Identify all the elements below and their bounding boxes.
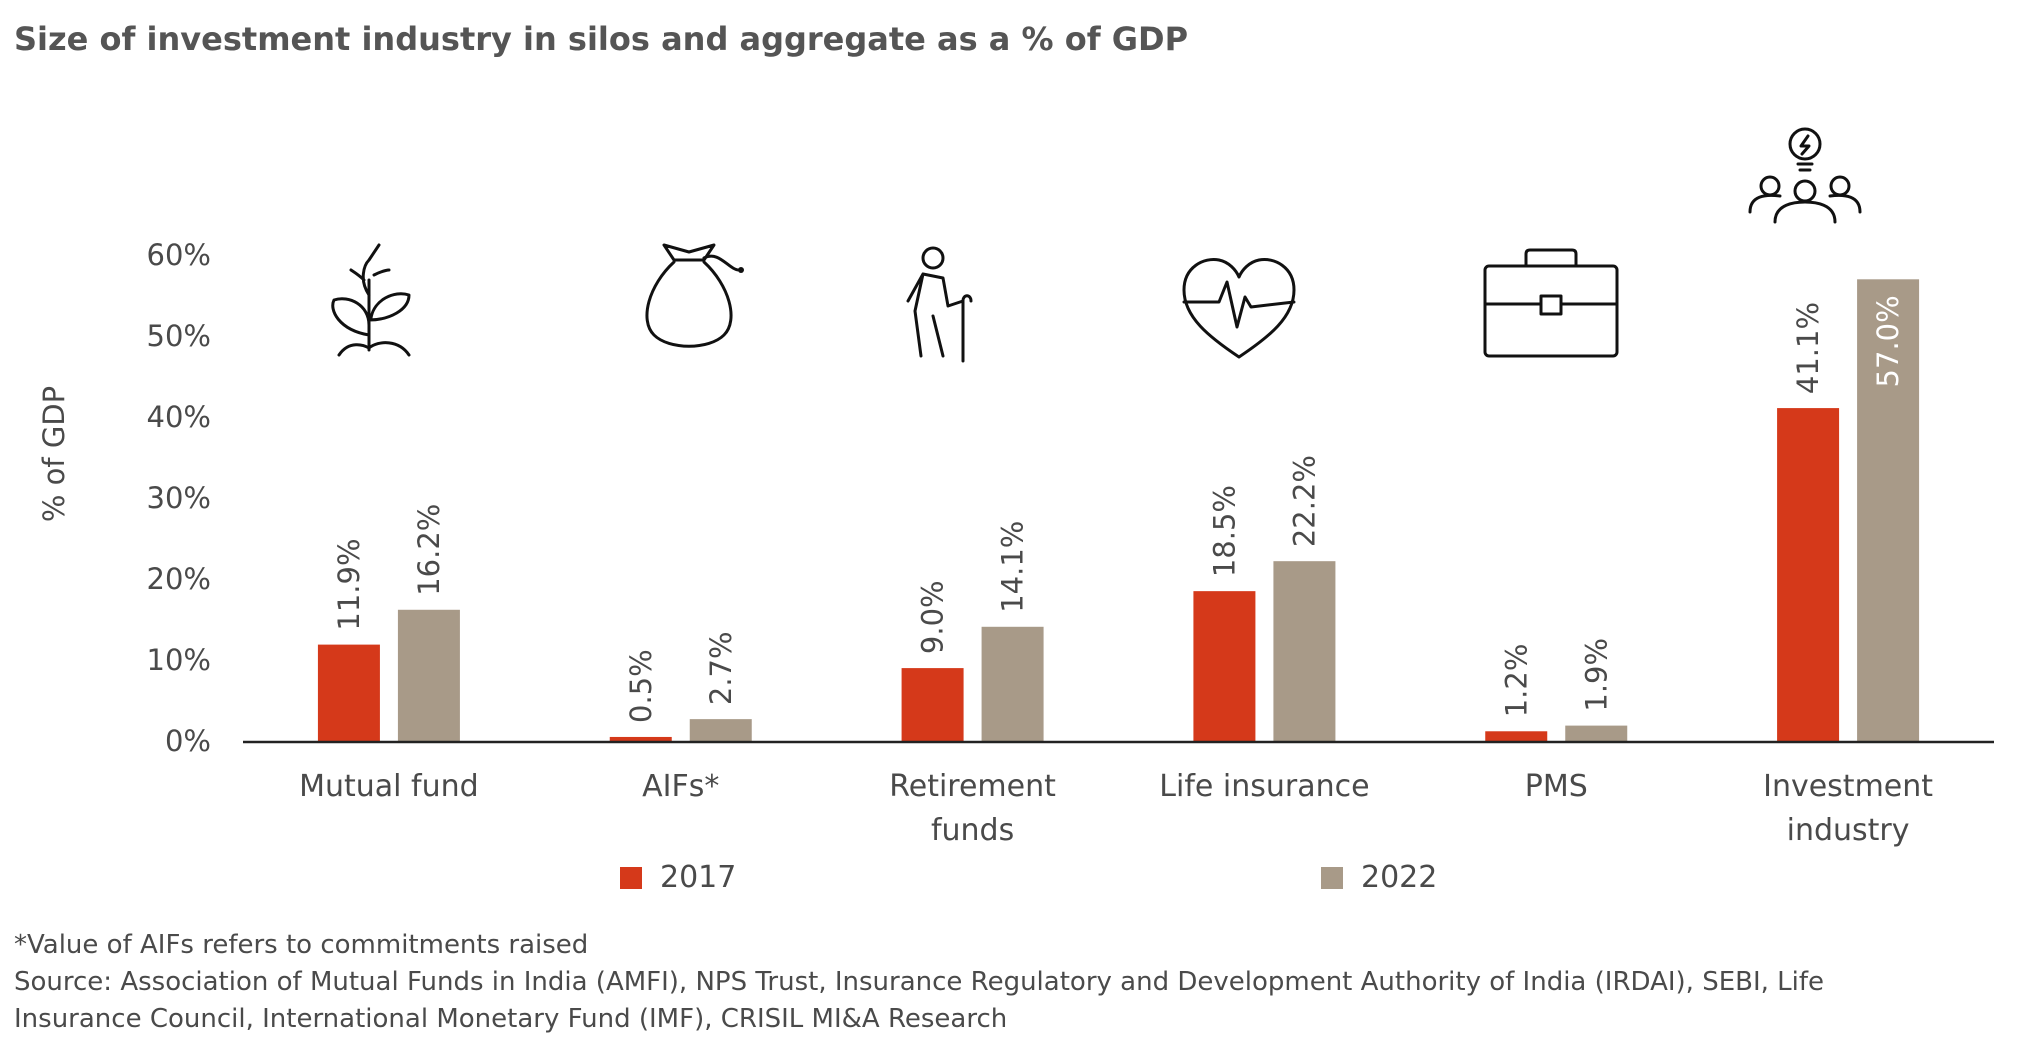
bar-2022 <box>1565 725 1628 741</box>
data-label-2022: 2.7% <box>704 631 738 705</box>
data-label-2022: 1.9% <box>1579 638 1613 712</box>
x-tick-label: AIFs* <box>642 769 719 804</box>
chart-title: Size of investment industry in silos and… <box>14 20 1189 58</box>
y-tick-label: 30% <box>147 481 211 515</box>
people-idea-icon <box>1748 127 1862 224</box>
elderly-person-icon <box>906 246 973 363</box>
y-tick-label: 60% <box>147 238 211 272</box>
bar-2022 <box>981 626 1044 741</box>
data-label-2017: 18.5% <box>1207 485 1241 577</box>
data-label-2017: 9.0% <box>916 580 950 654</box>
footnote-source-2: Insurance Council, International Monetar… <box>14 1004 1008 1034</box>
bar-2017 <box>317 644 380 741</box>
x-tick-label: Life insurance <box>1159 769 1369 804</box>
data-label-2022: 16.2% <box>412 504 446 596</box>
legend-swatch-2017 <box>620 866 642 889</box>
y-tick-label: 0% <box>165 724 211 758</box>
data-label-2017: 0.5% <box>624 649 658 723</box>
y-tick-label: 10% <box>147 643 211 677</box>
x-tick-label: Mutual fund <box>299 769 479 804</box>
y-tick-label: 20% <box>147 562 211 596</box>
data-label-2017: 1.2% <box>1499 644 1533 718</box>
data-label-2017: 11.9% <box>332 538 366 630</box>
x-tick-label: Retirement <box>889 769 1056 804</box>
bar-2017 <box>1485 731 1548 741</box>
bar-2022 <box>1857 279 1920 741</box>
x-tick-label-line2: industry <box>1787 813 1910 848</box>
x-tick-label: PMS <box>1525 769 1588 804</box>
legend-item-2017: 2017 <box>620 860 736 895</box>
x-tick-label-line2: funds <box>931 813 1014 848</box>
bar-2017 <box>609 736 672 741</box>
bar-2017 <box>1777 408 1840 741</box>
bar-2017 <box>1193 591 1256 741</box>
bar-2022 <box>689 719 752 741</box>
y-axis-label: % of GDP <box>37 386 71 522</box>
footnote-source-1: Source: Association of Mutual Funds in I… <box>14 967 1825 997</box>
legend-swatch-2022 <box>1321 866 1343 889</box>
briefcase-icon <box>1483 248 1619 358</box>
bar-2022 <box>1273 561 1336 741</box>
y-tick-label: 40% <box>147 400 211 434</box>
data-label-2022: 14.1% <box>996 521 1030 613</box>
legend-label-2017: 2017 <box>660 860 737 895</box>
money-bag-icon <box>645 243 744 348</box>
y-tick-label: 50% <box>147 319 211 353</box>
plant-icon <box>331 243 411 357</box>
heartbeat-icon <box>1182 257 1296 359</box>
data-label-2017: 41.1% <box>1791 302 1825 394</box>
bar-2022 <box>397 609 460 741</box>
legend-label-2022: 2022 <box>1361 860 1438 895</box>
footnote-aifs: *Value of AIFs refers to commitments rai… <box>14 930 589 960</box>
bar-2017 <box>901 668 964 741</box>
x-tick-label: Investment <box>1763 769 1933 804</box>
data-label-2022: 22.2% <box>1287 455 1321 547</box>
data-label-2022: 57.0% <box>1871 295 1905 387</box>
legend-item-2022: 2022 <box>1321 860 1437 895</box>
